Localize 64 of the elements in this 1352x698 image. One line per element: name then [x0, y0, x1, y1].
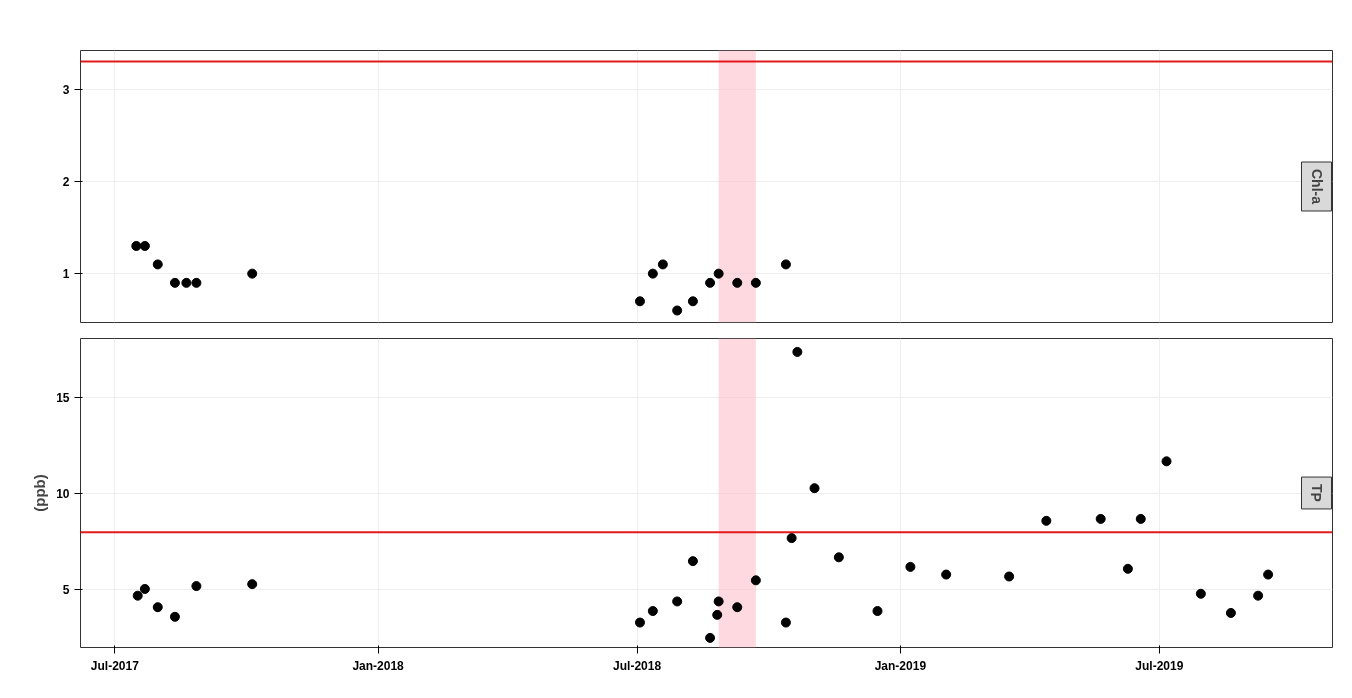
y-tick-label: 5: [62, 583, 70, 598]
point: [1225, 607, 1236, 618]
y-axis-title: (ppb): [31, 474, 49, 512]
x-tick-label: Jul-2019: [1135, 658, 1184, 673]
point: [181, 277, 192, 288]
point: [1122, 563, 1133, 574]
point: [191, 581, 202, 592]
point: [247, 268, 258, 279]
point: [732, 602, 743, 613]
point: [687, 556, 698, 567]
point: [713, 268, 724, 279]
point: [139, 240, 150, 251]
point: [750, 575, 761, 586]
point: [647, 606, 658, 617]
point: [657, 259, 668, 270]
point: [139, 583, 150, 594]
point: [634, 296, 645, 307]
point: [705, 277, 716, 288]
y-tick-label: 2: [62, 174, 70, 189]
point: [672, 596, 683, 607]
point: [705, 632, 716, 643]
x-tick-label: Jul-2018: [613, 658, 662, 673]
y-tick-label: 1: [62, 267, 70, 282]
point: [131, 240, 142, 251]
point: [169, 277, 180, 288]
point: [1135, 513, 1146, 524]
y-tick-label: 10: [56, 487, 70, 502]
point: [1041, 515, 1052, 526]
y-tick-label: 3: [62, 82, 70, 97]
x-tick-label: Jul-2017: [90, 658, 140, 673]
point: [647, 268, 658, 279]
point: [1004, 571, 1015, 582]
point: [872, 606, 883, 617]
point: [732, 277, 743, 288]
point: [132, 590, 143, 601]
point: [1263, 569, 1274, 580]
point: [786, 533, 797, 544]
point: [941, 569, 952, 580]
point: [780, 617, 791, 628]
text: Chl-a: [1308, 169, 1325, 205]
point: [672, 305, 683, 316]
point: [634, 617, 645, 628]
x-tick-label: Jan-2019: [874, 658, 927, 673]
x-tick-label: Jan-2018: [352, 658, 405, 673]
point: [169, 611, 180, 622]
point: [809, 483, 820, 494]
point: [905, 561, 916, 572]
point: [1195, 588, 1206, 599]
point: [1253, 590, 1264, 601]
point: [792, 346, 803, 357]
point: [152, 259, 163, 270]
point: [1095, 513, 1106, 524]
point: [833, 552, 844, 563]
point: [780, 259, 791, 270]
y-tick-label: 15: [56, 391, 70, 406]
text: TP: [1308, 484, 1325, 502]
point: [247, 579, 258, 590]
point: [152, 602, 163, 613]
point: [687, 296, 698, 307]
point: [712, 609, 723, 620]
point: [750, 277, 761, 288]
point: [1161, 456, 1172, 467]
point: [713, 596, 724, 607]
point: [191, 277, 202, 288]
